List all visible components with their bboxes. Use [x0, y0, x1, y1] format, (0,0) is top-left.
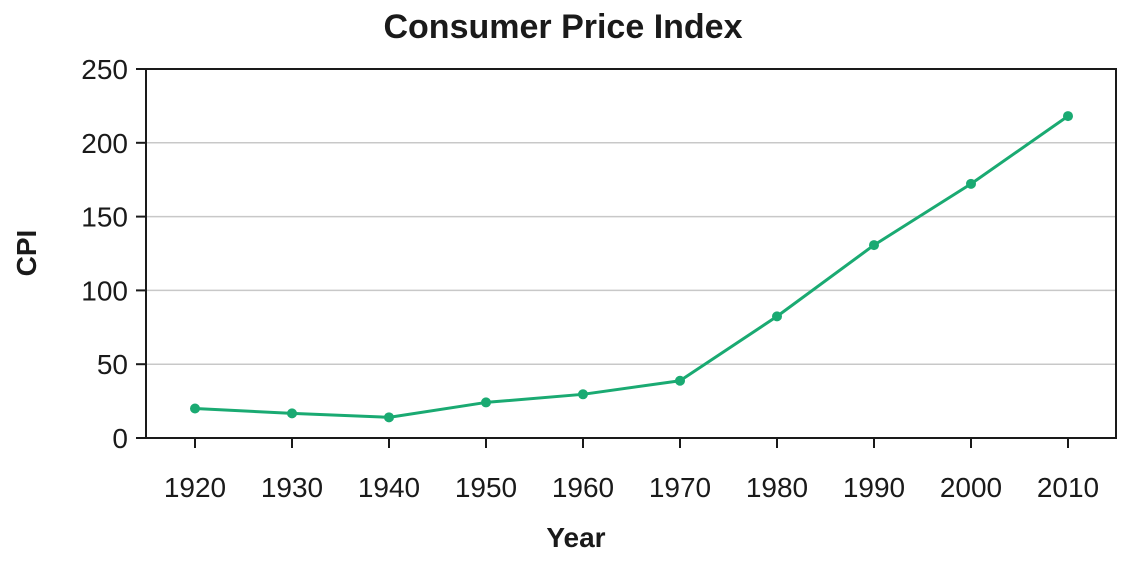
x-tick-label-1930: 1930: [261, 472, 323, 503]
x-tick-label-1950: 1950: [455, 472, 517, 503]
data-point-1980: [772, 311, 782, 322]
y-axis-label: CPI: [11, 230, 42, 277]
axes: [136, 68, 1117, 448]
data-point-1940: [384, 412, 394, 423]
x-tick-label-1920: 1920: [164, 472, 226, 503]
data-point-2010: [1063, 111, 1073, 122]
data-point-1920: [190, 403, 200, 414]
data-series: [190, 111, 1073, 423]
x-tick-label-2010: 2010: [1037, 472, 1099, 503]
plot-frame: [145, 68, 1117, 439]
x-tick-label-2000: 2000: [940, 472, 1002, 503]
x-tick-label-1980: 1980: [746, 472, 808, 503]
chart-title: Consumer Price Index: [383, 8, 742, 46]
x-tick-label-1960: 1960: [552, 472, 614, 503]
y-tick-label-250: 250: [81, 54, 128, 85]
data-point-1970: [675, 375, 685, 386]
x-axis-label: Year: [546, 522, 605, 553]
y-tick-label-200: 200: [81, 128, 128, 159]
y-tick-label-50: 50: [97, 349, 128, 380]
tick-labels: 0 50 100 150 200 250 1920 1930 1940 1950 1960 1970 1…: [81, 54, 1099, 503]
data-point-2000: [966, 178, 976, 189]
y-tick-label-150: 150: [81, 202, 128, 233]
data-point-1930: [287, 408, 297, 419]
x-tick-label-1990: 1990: [843, 472, 905, 503]
y-tick-label-0: 0: [112, 423, 128, 454]
data-point-1950: [481, 397, 491, 408]
gridlines: [146, 142, 1116, 365]
data-point-1960: [578, 389, 588, 400]
data-point-1990: [869, 240, 879, 251]
series-line-0: [194, 114, 1069, 419]
x-tick-label-1940: 1940: [358, 472, 420, 503]
x-tick-label-1970: 1970: [649, 472, 711, 503]
y-tick-label-100: 100: [81, 275, 128, 306]
